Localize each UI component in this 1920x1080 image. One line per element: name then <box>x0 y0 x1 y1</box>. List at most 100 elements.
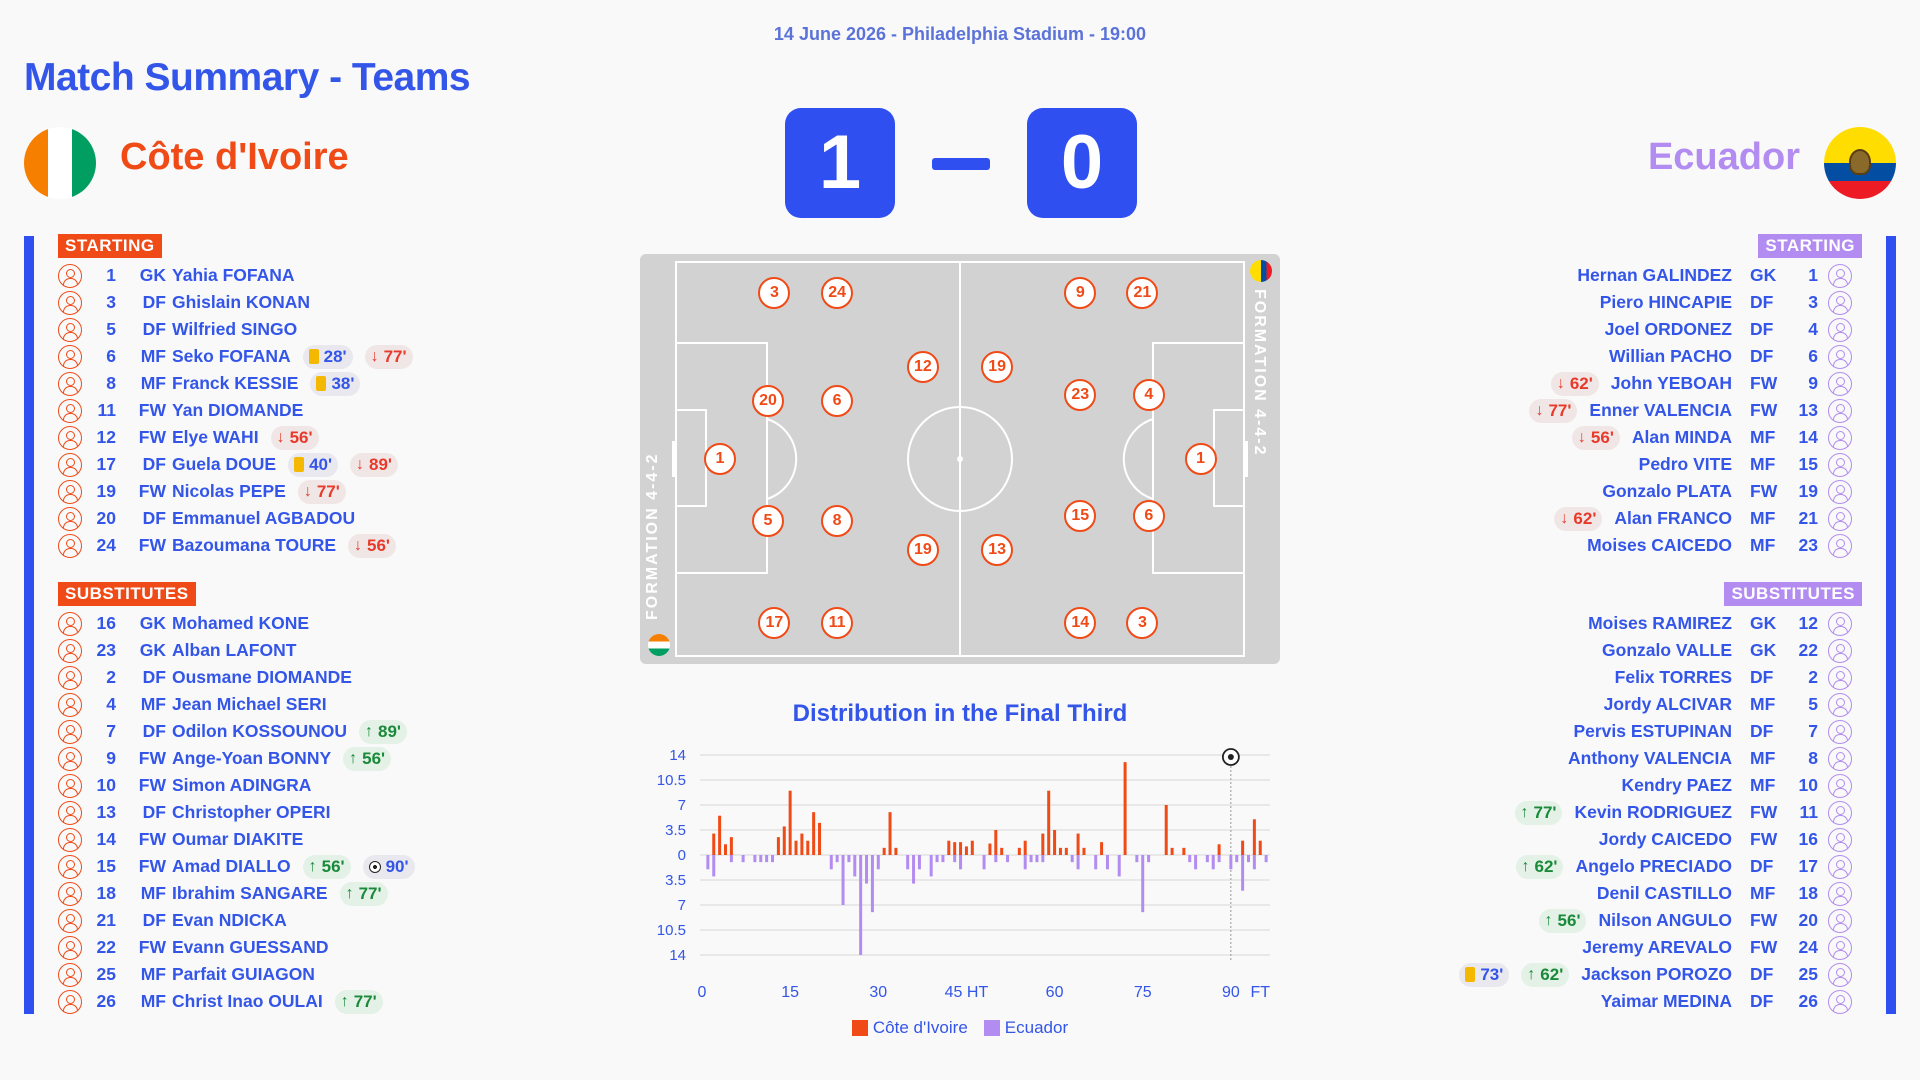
away-bar <box>1194 855 1198 870</box>
player-row[interactable]: Pervis ESTUPINAN DF 7 <box>1573 718 1852 745</box>
home-bar <box>964 846 968 855</box>
home-bar <box>818 822 822 855</box>
player-row[interactable]: ↑ 56' Nilson ANGULO FW 20 <box>1538 907 1852 934</box>
player-row[interactable]: ↓ 62' John YEBOAH FW 9 <box>1550 370 1852 397</box>
player-position: MF <box>140 964 166 984</box>
player-row[interactable]: 24 FW Bazoumana TOURE ↓ 56' <box>58 532 396 559</box>
player-row[interactable]: Willian PACHO DF 6 <box>1609 343 1852 370</box>
home-bar <box>1047 790 1051 855</box>
player-row[interactable]: Joel ORDONEZ DF 4 <box>1605 316 1852 343</box>
player-row[interactable]: 26 MF Christ Inao OULAI ↑ 77' <box>58 988 383 1015</box>
away-pitch-player-marker[interactable]: 9 <box>1064 276 1097 309</box>
player-row[interactable]: ↓ 77' Enner VALENCIA FW 13 <box>1529 397 1852 424</box>
player-row[interactable]: 12 FW Elye WAHI ↓ 56' <box>58 424 319 451</box>
player-name: Jordy ALCIVAR <box>1603 694 1732 714</box>
away-pitch-player-marker[interactable]: 13 <box>981 534 1014 567</box>
home-pitch-player-marker[interactable]: 19 <box>906 534 939 567</box>
player-row[interactable]: 16 GK Mohamed KONE <box>58 610 309 637</box>
player-row[interactable]: 20 DF Emmanuel AGBADOU <box>58 505 355 532</box>
away-pitch-player-marker[interactable]: 6 <box>1132 500 1165 533</box>
home-pitch-player-marker[interactable]: 17 <box>758 607 791 639</box>
home-pitch-player-marker[interactable]: 11 <box>821 607 854 639</box>
player-row[interactable]: Jordy ALCIVAR MF 5 <box>1604 691 1852 718</box>
player-row[interactable]: Piero HINCAPIE DF 3 <box>1600 289 1852 316</box>
player-row[interactable]: 13 DF Christopher OPERI <box>58 799 331 826</box>
player-row[interactable]: Moises CAICEDO MF 23 <box>1587 532 1852 559</box>
player-avatar-icon <box>1828 452 1852 477</box>
player-row[interactable]: 5 DF Wilfried SINGO <box>58 316 297 343</box>
away-pitch-player-marker[interactable]: 3 <box>1126 607 1159 639</box>
player-row[interactable]: 17 DF Guela DOUE 40' ↓ 89' <box>58 451 398 478</box>
away-pitch-player-marker[interactable]: 23 <box>1064 379 1097 412</box>
player-row[interactable]: Hernan GALINDEZ GK 1 <box>1577 262 1852 289</box>
event-minute: 77' <box>383 346 407 366</box>
player-row[interactable]: 25 MF Parfait GUIAGON <box>58 961 315 988</box>
event-minute: 89' <box>378 721 401 741</box>
home-pitch-player-marker[interactable]: 8 <box>821 504 854 537</box>
player-row[interactable]: 15 FW Amad DIALLO ↑ 56' 90' <box>58 853 415 880</box>
player-row[interactable]: 7 DF Odilon KOSSOUNOU ↑ 89' <box>58 718 407 745</box>
player-avatar-icon <box>58 344 82 369</box>
away-bar <box>982 855 986 870</box>
player-row[interactable]: 19 FW Nicolas PEPE ↓ 77' <box>58 478 346 505</box>
home-pitch-player-marker[interactable]: 20 <box>752 384 784 417</box>
player-row[interactable]: 9 FW Ange-Yoan BONNY ↑ 56' <box>58 745 392 772</box>
player-row[interactable]: 21 DF Evan NDICKA <box>58 907 287 934</box>
player-row[interactable]: 10 FW Simon ADINGRA <box>58 772 311 799</box>
away-bar <box>917 855 921 870</box>
player-row[interactable]: 2 DF Ousmane DIOMANDE <box>58 664 352 691</box>
player-row[interactable]: Jeremy AREVALO FW 24 <box>1582 934 1852 961</box>
player-row[interactable]: 23 GK Alban LAFONT <box>58 637 296 664</box>
player-row[interactable]: Yaimar MEDINA DF 26 <box>1601 988 1852 1015</box>
home-pitch-player-marker[interactable]: 5 <box>752 504 784 537</box>
legend-item-home: Côte d'Ivoire <box>851 1018 968 1038</box>
event-badge-in: ↑ 77' <box>1514 800 1563 825</box>
player-row[interactable]: Felix TORRES DF 2 <box>1615 664 1852 691</box>
sub-out-arrow-icon: ↓ <box>1556 374 1565 392</box>
player-row[interactable]: Gonzalo PLATA FW 19 <box>1602 478 1852 505</box>
player-row[interactable]: Moises RAMIREZ GK 12 <box>1588 610 1852 637</box>
away-pitch-player-marker[interactable]: 21 <box>1126 276 1159 309</box>
player-row[interactable]: 1 GK Yahia FOFANA <box>58 262 295 289</box>
home-bar <box>970 840 974 855</box>
home-pitch-player-marker[interactable]: 3 <box>758 276 791 309</box>
home-pitch-player-marker[interactable]: 24 <box>821 276 854 309</box>
player-row[interactable]: ↓ 56' Alan MINDA MF 14 <box>1571 424 1852 451</box>
player-name: Denil CASTILLO <box>1596 883 1732 903</box>
player-row[interactable]: 11 FW Yan DIOMANDE <box>58 397 303 424</box>
player-row[interactable]: 3 DF Ghislain KONAN <box>58 289 310 316</box>
player-row[interactable]: ↓ 62' Alan FRANCO MF 21 <box>1554 505 1852 532</box>
player-row[interactable]: 4 MF Jean Michael SERI <box>58 691 327 718</box>
home-pitch-player-marker[interactable]: 1 <box>704 443 736 475</box>
player-row[interactable]: Kendry PAEZ MF 10 <box>1621 772 1852 799</box>
away-team-name: Ecuador <box>1647 136 1800 178</box>
away-formation-label: FORMATION 4-4-2 <box>1251 289 1268 457</box>
home-pitch-player-marker[interactable]: 6 <box>821 384 854 417</box>
home-bar <box>729 837 733 855</box>
player-row[interactable]: 73' ↑ 62' Jackson POROZO DF 25 <box>1459 961 1852 988</box>
event-badge-out: ↓ 62' <box>1550 371 1599 396</box>
away-pitch-player-marker[interactable]: 14 <box>1064 607 1097 639</box>
away-pitch-player-marker[interactable]: 4 <box>1132 379 1165 412</box>
home-pitch-player-marker[interactable]: 12 <box>906 350 939 383</box>
player-row[interactable]: Anthony VALENCIA MF 8 <box>1568 745 1852 772</box>
player-row[interactable]: 6 MF Seko FOFANA 28' ↓ 77' <box>58 343 413 370</box>
away-pitch-player-marker[interactable]: 1 <box>1184 443 1217 475</box>
home-bar <box>812 812 816 855</box>
player-name: Evann GUESSAND <box>172 937 329 957</box>
home-bar <box>953 842 957 855</box>
player-row[interactable]: Denil CASTILLO MF 18 <box>1597 880 1852 907</box>
player-row[interactable]: ↑ 62' Angelo PRECIADO DF 17 <box>1515 853 1852 880</box>
away-bar <box>759 855 763 863</box>
player-row[interactable]: 22 FW Evann GUESSAND <box>58 934 329 961</box>
player-row[interactable]: Jordy CAICEDO FW 16 <box>1599 826 1852 853</box>
away-pitch-player-marker[interactable]: 15 <box>1064 500 1097 533</box>
player-row[interactable]: 8 MF Franck KESSIE 38' <box>58 370 361 397</box>
player-row[interactable]: Pedro VITE MF 15 <box>1639 451 1852 478</box>
player-row[interactable]: 18 MF Ibrahim SANGARE ↑ 77' <box>58 880 388 907</box>
player-row[interactable]: ↑ 77' Kevin RODRIGUEZ FW 11 <box>1514 799 1852 826</box>
away-pitch-player-marker[interactable]: 19 <box>981 350 1014 383</box>
player-name: John YEBOAH <box>1610 373 1732 393</box>
player-row[interactable]: 14 FW Oumar DIAKITE <box>58 826 303 853</box>
player-row[interactable]: Gonzalo VALLE GK 22 <box>1602 637 1852 664</box>
